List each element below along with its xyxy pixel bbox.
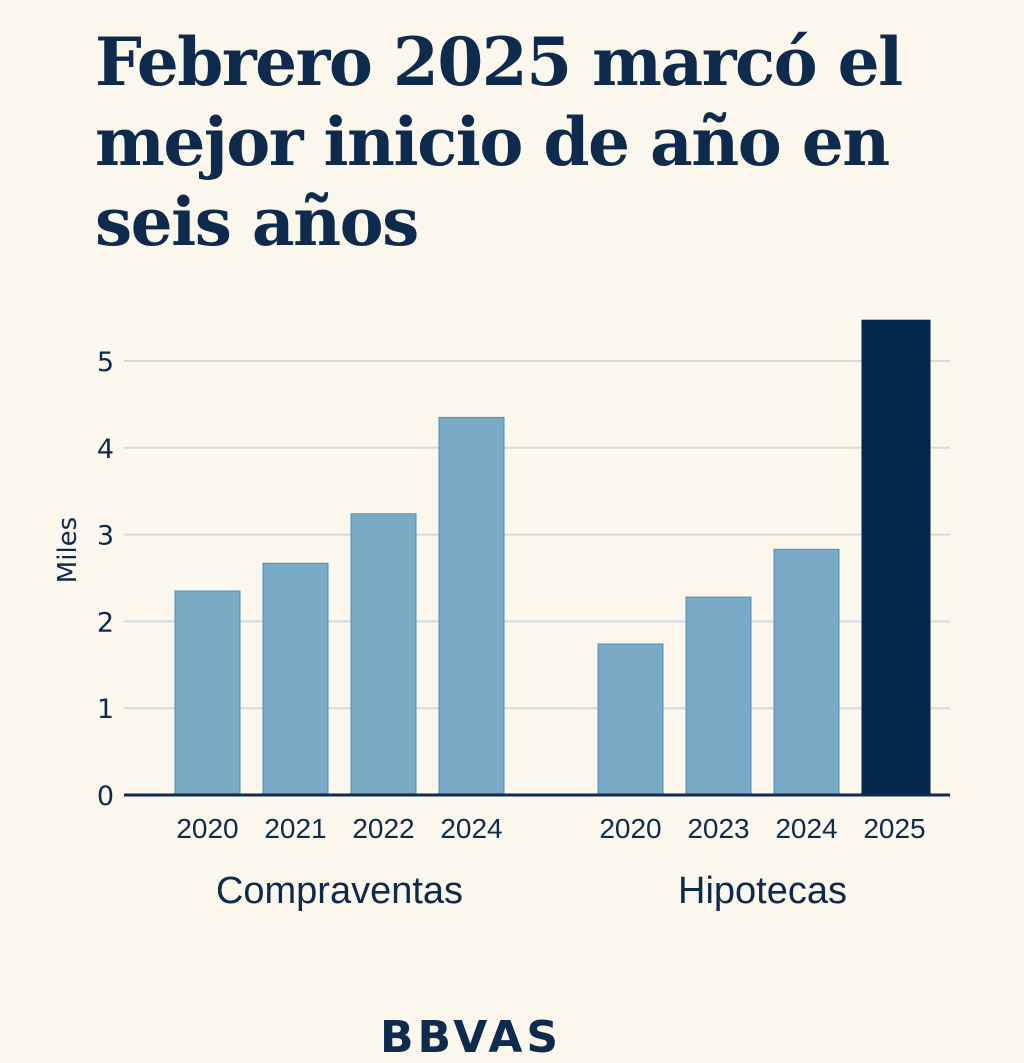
bars [174,319,931,796]
x-axis-categories: 2020 2021 2022 2024 2020 2023 2024 2025 [176,813,925,844]
x-tick-label: 2020 [176,813,238,844]
group-label-hipotecas: Hipotecas [678,870,847,912]
bar-compraventas-2022 [350,513,417,796]
chart-title: Febrero 2025 marcó el mejor inicio de añ… [95,23,903,261]
y-tick-label: 3 [97,521,114,552]
bar-hipotecas-2023 [685,596,752,796]
y-tick-label: 1 [97,694,114,725]
bar-compraventas-2021 [262,562,329,796]
y-tick-label: 0 [97,781,114,812]
x-tick-label: 2023 [687,813,749,844]
y-axis-label: Miles [53,517,83,583]
x-tick-label: 2025 [863,813,925,844]
y-tick-label: 4 [97,434,114,465]
x-tick-label: 2024 [440,813,502,844]
x-tick-label: 2021 [264,813,326,844]
bar-hipotecas-2024 [773,548,840,796]
y-tick-label: 5 [97,347,114,378]
y-axis-ticks: 0 1 2 3 4 5 [97,347,114,812]
bar-compraventas-2024 [438,416,505,796]
group-labels: Compraventas Hipotecas [216,870,847,912]
x-tick-label: 2022 [352,813,414,844]
x-tick-label: 2020 [599,813,661,844]
brand-logo-partial: BBVAS [380,1012,563,1063]
bar-hipotecas-2025 [861,319,931,796]
group-label-compraventas: Compraventas [216,870,463,912]
y-tick-label: 2 [97,607,114,638]
x-tick-label: 2024 [775,813,837,844]
bar-compraventas-2020 [174,590,241,796]
bar-hipotecas-2020 [597,643,664,796]
